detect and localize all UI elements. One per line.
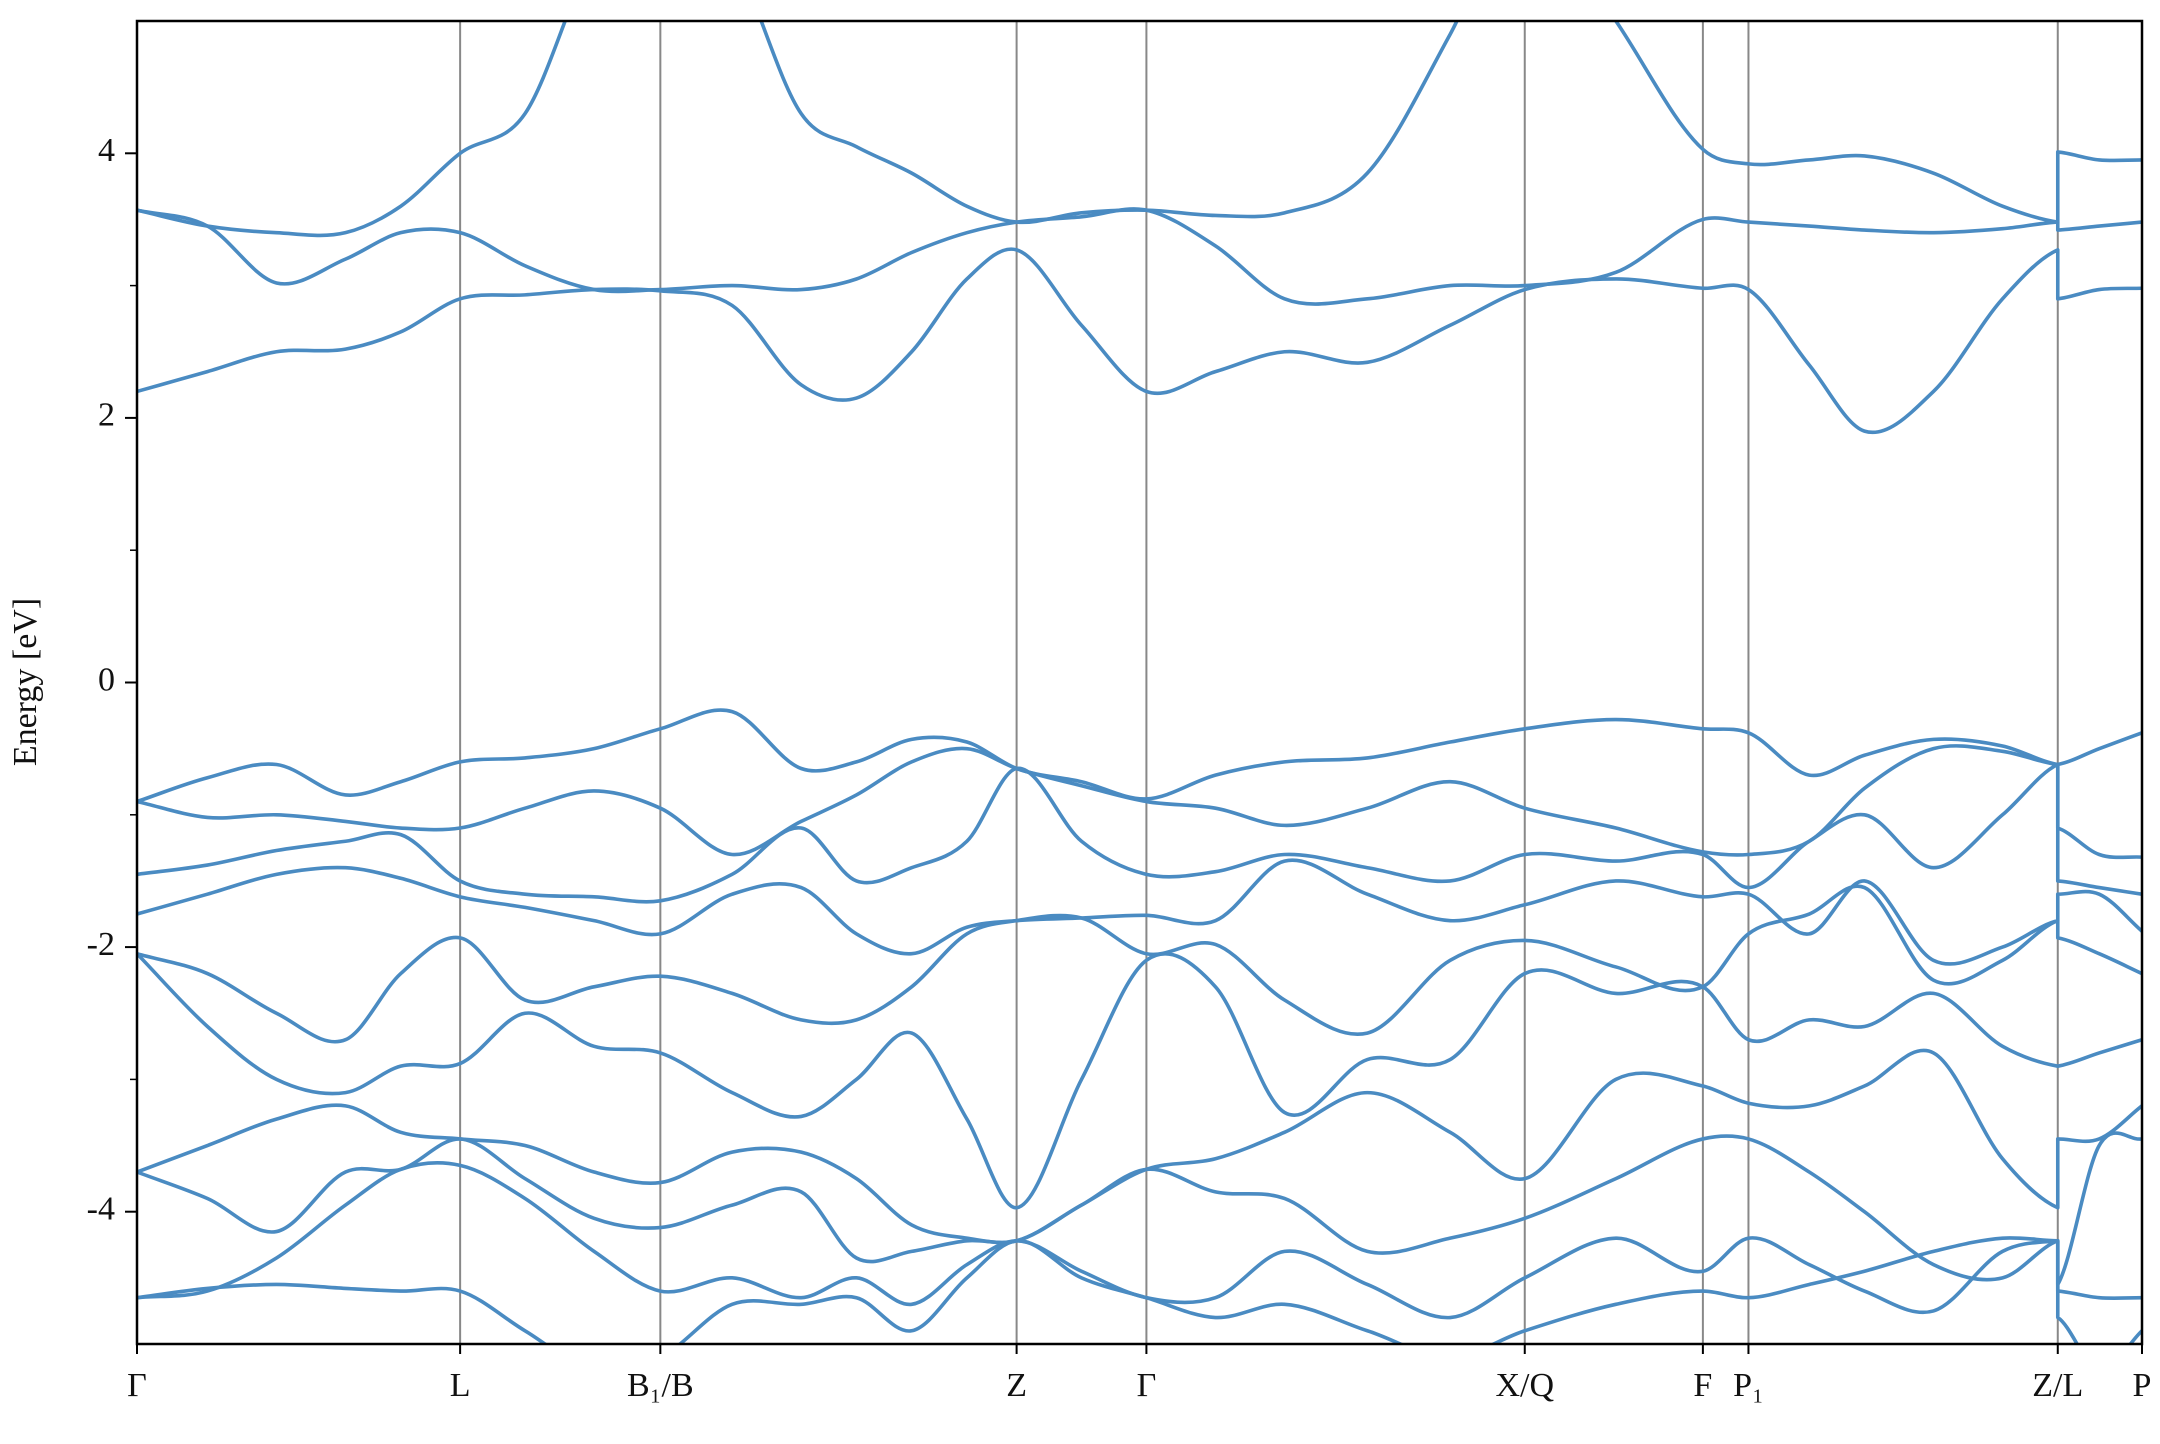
band-line [137, 1131, 2142, 1287]
x-tick-label: Z [1006, 1367, 1027, 1404]
band-line [137, 951, 2142, 1210]
band-line [137, 21, 2142, 238]
x-tick-label: B₁/B [627, 1367, 694, 1404]
x-tick-label: F [1693, 1367, 1712, 1404]
band-line [137, 207, 2142, 306]
y-axis-label: Energy [eV] [7, 598, 44, 766]
bands-layer [137, 21, 2142, 1344]
band-line [137, 247, 2142, 435]
band-line [137, 1236, 2142, 1344]
y-tick-label: 2 [98, 397, 115, 434]
x-tick-label: Z/L [2032, 1367, 2083, 1404]
y-tick-label: -4 [87, 1190, 115, 1227]
band-line [137, 762, 2142, 904]
x-tick-label: P [2133, 1367, 2152, 1404]
band-line [137, 744, 2142, 860]
x-tick-label: L [450, 1367, 471, 1404]
band-line [137, 884, 2142, 1044]
y-tick-label: 0 [98, 661, 115, 698]
x-tick-label: Γ [1137, 1367, 1157, 1404]
x-tick-label: P₁ [1733, 1367, 1764, 1404]
band-line [137, 858, 2142, 966]
x-tick-label: Γ [127, 1367, 147, 1404]
axes-layer: Γ L B₁/B Z Γ X/Q F P₁ Z/L P -4 -2 0 2 4 [87, 132, 2152, 1404]
y-tick-label: 4 [98, 132, 115, 169]
band-line [137, 708, 2142, 804]
x-tick-label: X/Q [1495, 1367, 1554, 1404]
y-tick-label: -2 [87, 926, 115, 963]
